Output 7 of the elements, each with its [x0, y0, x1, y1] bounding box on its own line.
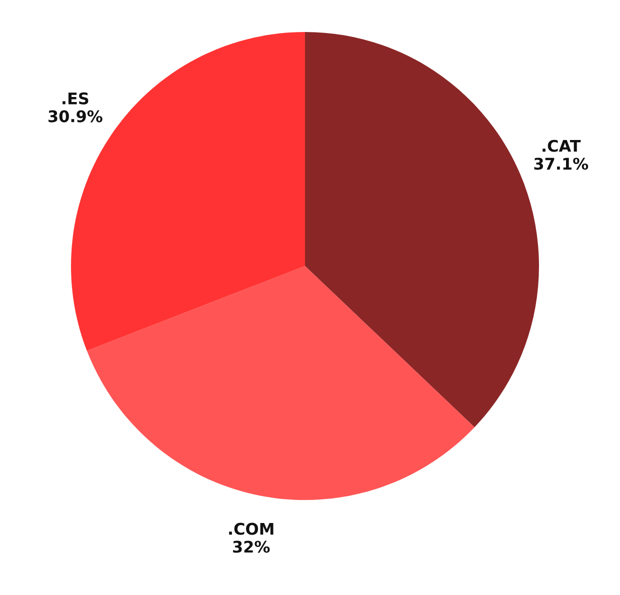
slice-label: .COM: [229, 522, 274, 535]
data-label: 30.9%: [48, 110, 102, 122]
slice-label: .CAT: [542, 140, 581, 152]
slice-label: .ES: [62, 92, 88, 104]
pie-slice: [86, 266, 475, 500]
data-label: 32%: [233, 540, 270, 553]
data-label: 37.1%: [534, 158, 588, 170]
